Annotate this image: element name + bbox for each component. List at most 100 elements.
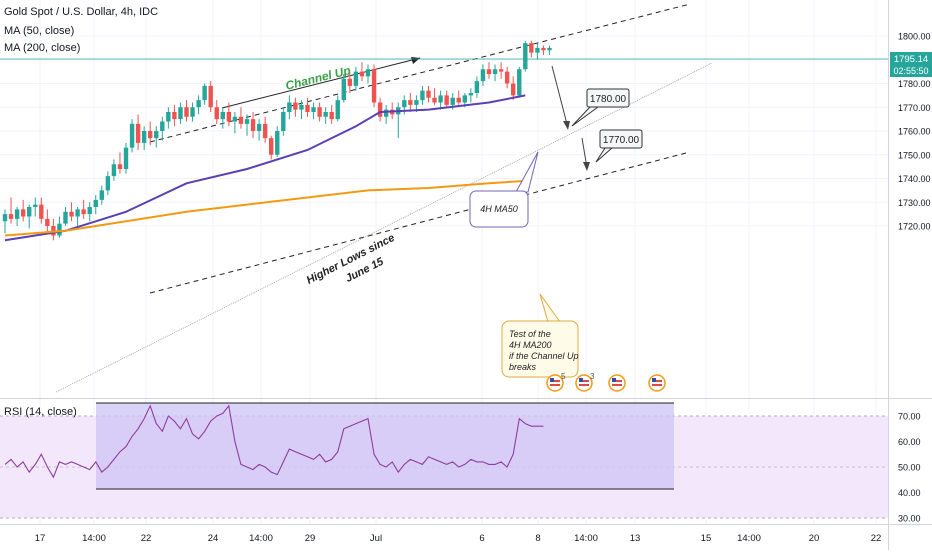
- candle-body[interactable]: [63, 211, 68, 224]
- candle-body[interactable]: [498, 69, 504, 72]
- target-1780-callout[interactable]: 1780.00: [571, 88, 630, 127]
- candle-body[interactable]: [414, 100, 419, 105]
- candle-body[interactable]: [214, 107, 219, 120]
- candle-body[interactable]: [111, 164, 117, 177]
- candle-body[interactable]: [33, 204, 38, 207]
- candle-body[interactable]: [547, 47, 552, 51]
- candle-body[interactable]: [105, 176, 111, 191]
- candle-body[interactable]: [480, 69, 486, 82]
- candle-body[interactable]: [75, 209, 80, 217]
- symbol-title[interactable]: Gold Spot / U.S. Dollar, 4h, IDC: [4, 6, 159, 18]
- candle-body[interactable]: [154, 131, 159, 139]
- candle-body[interactable]: [504, 71, 510, 84]
- candle-body[interactable]: [244, 119, 250, 124]
- rsi-line[interactable]: [4, 404, 544, 479]
- ma200-callout[interactable]: Test of the 4H MA200 if the Channel Up b…: [501, 293, 579, 378]
- candle-body[interactable]: [81, 209, 86, 215]
- candle-body[interactable]: [383, 109, 389, 117]
- candle-body[interactable]: [166, 112, 171, 122]
- ma50-line[interactable]: [4, 94, 526, 242]
- candle-body[interactable]: [426, 90, 431, 98]
- candle-body[interactable]: [148, 131, 153, 139]
- candle-body[interactable]: [444, 95, 449, 105]
- candle-body[interactable]: [402, 100, 407, 108]
- higher-lows-trendline[interactable]: [55, 62, 713, 393]
- candle-body[interactable]: [135, 123, 141, 143]
- candle-body[interactable]: [129, 123, 135, 148]
- candle-body[interactable]: [438, 95, 443, 103]
- us-event-flag-icon[interactable]: 5: [546, 372, 566, 392]
- candle-body[interactable]: [20, 209, 26, 217]
- candle-body[interactable]: [202, 85, 207, 101]
- projection-arrow-1[interactable]: [551, 65, 569, 129]
- candle-body[interactable]: [329, 112, 334, 120]
- candle-body[interactable]: [232, 116, 238, 122]
- candle-body[interactable]: [347, 78, 353, 86]
- candle-body[interactable]: [486, 69, 492, 74]
- channel-up-arrow-line[interactable]: [221, 57, 421, 109]
- candle-body[interactable]: [87, 207, 92, 215]
- candle-body[interactable]: [353, 71, 359, 86]
- candle-body[interactable]: [123, 147, 129, 169]
- candle-body[interactable]: [184, 107, 189, 117]
- candle-body[interactable]: [256, 123, 262, 131]
- candle-body[interactable]: [160, 121, 165, 132]
- candle-body[interactable]: [311, 107, 316, 112]
- candle-body[interactable]: [238, 116, 244, 124]
- candle-body[interactable]: [99, 190, 104, 200]
- candle-body[interactable]: [456, 97, 461, 103]
- candle-body[interactable]: [196, 100, 201, 108]
- candle-body[interactable]: [93, 199, 98, 207]
- candle-body[interactable]: [178, 107, 183, 120]
- candle-body[interactable]: [468, 93, 474, 96]
- candle-body[interactable]: [450, 97, 455, 105]
- candle-body[interactable]: [371, 69, 377, 103]
- candle-body[interactable]: [275, 131, 280, 155]
- candle-body[interactable]: [529, 43, 534, 53]
- candle-body[interactable]: [8, 214, 14, 219]
- us-event-flag-icon[interactable]: [648, 374, 666, 392]
- us-event-flag-icon[interactable]: [608, 374, 626, 392]
- candle-body[interactable]: [250, 119, 256, 131]
- candle-body[interactable]: [432, 97, 437, 103]
- candle-body[interactable]: [317, 107, 322, 117]
- candle-body[interactable]: [39, 204, 44, 219]
- candle-body[interactable]: [305, 104, 310, 112]
- candle-body[interactable]: [408, 100, 413, 105]
- candle-body[interactable]: [287, 102, 292, 113]
- candle-body[interactable]: [474, 81, 480, 93]
- candle-body[interactable]: [541, 47, 546, 51]
- candle-body[interactable]: [172, 112, 177, 120]
- ma50-callout[interactable]: 4H MA50: [469, 151, 539, 228]
- candle-body[interactable]: [14, 209, 20, 219]
- rsi-axis[interactable]: 70.00 60.00 50.00 40.00 30.00: [898, 412, 921, 524]
- time-axis[interactable]: 17 14:00 22 24 14:00 29 Jul 6 8 14:00 13 15 14:00 20 2…: [35, 533, 882, 544]
- candle-body[interactable]: [117, 164, 123, 169]
- ma200-legend[interactable]: MA (200, close): [4, 42, 81, 54]
- candle-body[interactable]: [359, 71, 365, 77]
- candle-body[interactable]: [523, 43, 528, 70]
- candle-body[interactable]: [335, 100, 340, 120]
- candle-body[interactable]: [299, 104, 304, 110]
- channel-lower-line[interactable]: [149, 152, 687, 294]
- candle-body[interactable]: [226, 112, 232, 122]
- candle-body[interactable]: [57, 223, 62, 236]
- candle-body[interactable]: [535, 47, 540, 53]
- ma50-legend[interactable]: MA (50, close): [4, 25, 75, 37]
- candle-body[interactable]: [341, 78, 346, 101]
- candle-body[interactable]: [377, 102, 383, 117]
- candle-body[interactable]: [208, 85, 213, 108]
- candle-body[interactable]: [269, 138, 274, 155]
- candle-body[interactable]: [262, 123, 268, 139]
- candle-body[interactable]: [462, 95, 467, 103]
- us-event-flag-icon[interactable]: 3: [575, 372, 595, 392]
- candle-body[interactable]: [190, 107, 195, 117]
- candle-body[interactable]: [323, 112, 328, 117]
- rsi-legend[interactable]: RSI (14, close): [4, 406, 77, 418]
- candle-body[interactable]: [69, 211, 74, 217]
- candle-body[interactable]: [492, 69, 498, 74]
- ma200-line[interactable]: [4, 179, 526, 237]
- candle-body[interactable]: [141, 131, 147, 143]
